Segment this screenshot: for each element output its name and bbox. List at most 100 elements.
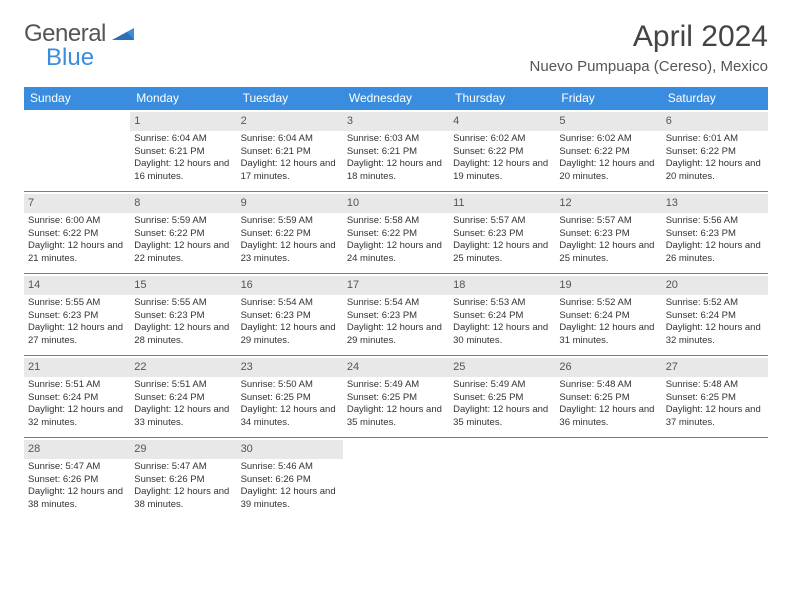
day-details: Sunrise: 5:55 AMSunset: 6:23 PMDaylight:… (134, 297, 232, 348)
day-cell: 4 Sunrise: 6:02 AMSunset: 6:22 PMDaylight… (449, 110, 555, 192)
day-number: 5 (555, 112, 661, 131)
week-row: 21Sunrise: 5:51 AMSunset: 6:24 PMDayligh… (24, 356, 768, 438)
day-number: 19 (555, 276, 661, 295)
day-details: Sunrise: 6:02 AMSunset: 6:22 PMDaylight:… (453, 133, 551, 184)
day-details: Sunrise: 5:54 AMSunset: 6:23 PMDaylight:… (241, 297, 339, 348)
day-cell: 26 Sunrise: 5:48 AMSunset: 6:25 PMDayligh… (555, 356, 661, 438)
day-header: Monday (130, 87, 236, 110)
day-cell: 22Sunrise: 5:51 AMSunset: 6:24 PMDayligh… (130, 356, 236, 438)
day-cell: 30Sunrise: 5:46 AMSunset: 6:26 PMDayligh… (237, 438, 343, 519)
day-details: Sunrise: 6:02 AMSunset: 6:22 PMDaylight:… (559, 133, 657, 184)
day-details: Sunrise: 5:59 AMSunset: 6:22 PMDaylight:… (241, 215, 339, 266)
day-cell: 15 Sunrise: 5:55 AMSunset: 6:23 PMDayligh… (130, 274, 236, 356)
day-cell: 2Sunrise: 6:04 AMSunset: 6:21 PMDaylight… (237, 110, 343, 192)
day-details: Sunrise: 5:57 AMSunset: 6:23 PMDaylight:… (559, 215, 657, 266)
day-cell: 13Sunrise: 5:56 AMSunset: 6:23 PMDayligh… (662, 192, 768, 274)
day-details: Sunrise: 5:53 AMSunset: 6:24 PMDaylight:… (453, 297, 551, 348)
day-cell: 28 Sunrise: 5:47 AMSunset: 6:26 PMDayligh… (24, 438, 130, 519)
day-details: Sunrise: 5:56 AMSunset: 6:23 PMDaylight:… (666, 215, 764, 266)
day-details: Sunrise: 5:59 AMSunset: 6:22 PMDaylight:… (134, 215, 232, 266)
day-number: 7 (24, 194, 130, 213)
day-number: 4 (449, 112, 555, 131)
day-number: 18 (449, 276, 555, 295)
day-cell: 24 Sunrise: 5:49 AMSunset: 6:25 PMDayligh… (343, 356, 449, 438)
day-cell (24, 110, 130, 192)
location-label: Nuevo Pumpuapa (Cereso), Mexico (530, 58, 768, 75)
day-number: 29 (130, 440, 236, 459)
day-number: 24 (343, 358, 449, 377)
day-number: 17 (343, 276, 449, 295)
logo-triangle-icon (112, 24, 134, 45)
week-row: 14Sunrise: 5:55 AMSunset: 6:23 PMDayligh… (24, 274, 768, 356)
day-header: Sunday (24, 87, 130, 110)
day-number: 27 (662, 358, 768, 377)
logo-text-2: Blue (46, 44, 94, 72)
day-cell: 14Sunrise: 5:55 AMSunset: 6:23 PMDayligh… (24, 274, 130, 356)
day-cell: 17 Sunrise: 5:54 AMSunset: 6:23 PMDayligh… (343, 274, 449, 356)
day-cell: 25Sunrise: 5:49 AMSunset: 6:25 PMDayligh… (449, 356, 555, 438)
day-cell: 9 Sunrise: 5:59 AMSunset: 6:22 PMDaylight… (237, 192, 343, 274)
day-cell: 29 Sunrise: 5:47 AMSunset: 6:26 PMDayligh… (130, 438, 236, 519)
day-details: Sunrise: 5:47 AMSunset: 6:26 PMDaylight:… (134, 461, 232, 512)
day-details: Sunrise: 6:04 AMSunset: 6:21 PMDaylight:… (241, 133, 339, 184)
week-row: 7 Sunrise: 6:00 AMSunset: 6:22 PMDaylight… (24, 192, 768, 274)
day-number: 26 (555, 358, 661, 377)
day-details: Sunrise: 5:51 AMSunset: 6:24 PMDaylight:… (134, 379, 232, 430)
day-cell: 12 Sunrise: 5:57 AMSunset: 6:23 PMDayligh… (555, 192, 661, 274)
day-header: Tuesday (237, 87, 343, 110)
month-title: April 2024 (530, 20, 768, 54)
day-cell: 6 Sunrise: 6:01 AMSunset: 6:22 PMDaylight… (662, 110, 768, 192)
day-cell: 3 Sunrise: 6:03 AMSunset: 6:21 PMDaylight… (343, 110, 449, 192)
day-details: Sunrise: 6:04 AMSunset: 6:21 PMDaylight:… (134, 133, 232, 184)
day-number: 21 (24, 358, 130, 377)
calendar-grid: SundayMondayTuesdayWednesdayThursdayFrid… (24, 87, 768, 518)
day-cell (449, 438, 555, 519)
day-details: Sunrise: 5:54 AMSunset: 6:23 PMDaylight:… (347, 297, 445, 348)
day-details: Sunrise: 5:52 AMSunset: 6:24 PMDaylight:… (559, 297, 657, 348)
day-details: Sunrise: 5:57 AMSunset: 6:23 PMDaylight:… (453, 215, 551, 266)
day-number: 1 (130, 112, 236, 131)
day-number: 9 (237, 194, 343, 213)
day-number: 28 (24, 440, 130, 459)
day-details: Sunrise: 6:00 AMSunset: 6:22 PMDaylight:… (28, 215, 126, 266)
day-cell: 20 Sunrise: 5:52 AMSunset: 6:24 PMDayligh… (662, 274, 768, 356)
header: General April 2024 Nuevo Pumpuapa (Ceres… (24, 20, 768, 75)
day-details: Sunrise: 6:01 AMSunset: 6:22 PMDaylight:… (666, 133, 764, 184)
day-header: Wednesday (343, 87, 449, 110)
day-details: Sunrise: 5:55 AMSunset: 6:23 PMDaylight:… (28, 297, 126, 348)
day-cell: 18 Sunrise: 5:53 AMSunset: 6:24 PMDayligh… (449, 274, 555, 356)
day-cell: 11 Sunrise: 5:57 AMSunset: 6:23 PMDayligh… (449, 192, 555, 274)
day-details: Sunrise: 5:48 AMSunset: 6:25 PMDaylight:… (559, 379, 657, 430)
day-details: Sunrise: 5:47 AMSunset: 6:26 PMDaylight:… (28, 461, 126, 512)
day-number: 30 (237, 440, 343, 459)
day-details: Sunrise: 5:48 AMSunset: 6:25 PMDaylight:… (666, 379, 764, 430)
day-number: 3 (343, 112, 449, 131)
day-cell (662, 438, 768, 519)
day-number: 20 (662, 276, 768, 295)
day-number: 11 (449, 194, 555, 213)
day-number: 15 (130, 276, 236, 295)
day-number: 10 (343, 194, 449, 213)
day-header: Saturday (662, 87, 768, 110)
day-details: Sunrise: 5:49 AMSunset: 6:25 PMDaylight:… (453, 379, 551, 430)
day-cell: 8 Sunrise: 5:59 AMSunset: 6:22 PMDaylight… (130, 192, 236, 274)
day-details: Sunrise: 5:52 AMSunset: 6:24 PMDaylight:… (666, 297, 764, 348)
day-cell: 23Sunrise: 5:50 AMSunset: 6:25 PMDayligh… (237, 356, 343, 438)
day-cell (343, 438, 449, 519)
day-header: Friday (555, 87, 661, 110)
day-cell: 7 Sunrise: 6:00 AMSunset: 6:22 PMDaylight… (24, 192, 130, 274)
day-number: 8 (130, 194, 236, 213)
day-details: Sunrise: 5:58 AMSunset: 6:22 PMDaylight:… (347, 215, 445, 266)
day-number: 12 (555, 194, 661, 213)
day-header: Thursday (449, 87, 555, 110)
day-headers-row: SundayMondayTuesdayWednesdayThursdayFrid… (24, 87, 768, 110)
day-number: 6 (662, 112, 768, 131)
day-details: Sunrise: 5:49 AMSunset: 6:25 PMDaylight:… (347, 379, 445, 430)
day-details: Sunrise: 5:51 AMSunset: 6:24 PMDaylight:… (28, 379, 126, 430)
day-number: 23 (237, 358, 343, 377)
day-details: Sunrise: 6:03 AMSunset: 6:21 PMDaylight:… (347, 133, 445, 184)
title-block: April 2024 Nuevo Pumpuapa (Cereso), Mexi… (530, 20, 768, 75)
week-row: 28Sunrise: 5:47 AMSunset: 6:26 PMDayligh… (24, 438, 768, 519)
day-cell: 16Sunrise: 5:54 AMSunset: 6:23 PMDayligh… (237, 274, 343, 356)
day-cell: 10 Sunrise: 5:58 AMSunset: 6:22 PMDayligh… (343, 192, 449, 274)
